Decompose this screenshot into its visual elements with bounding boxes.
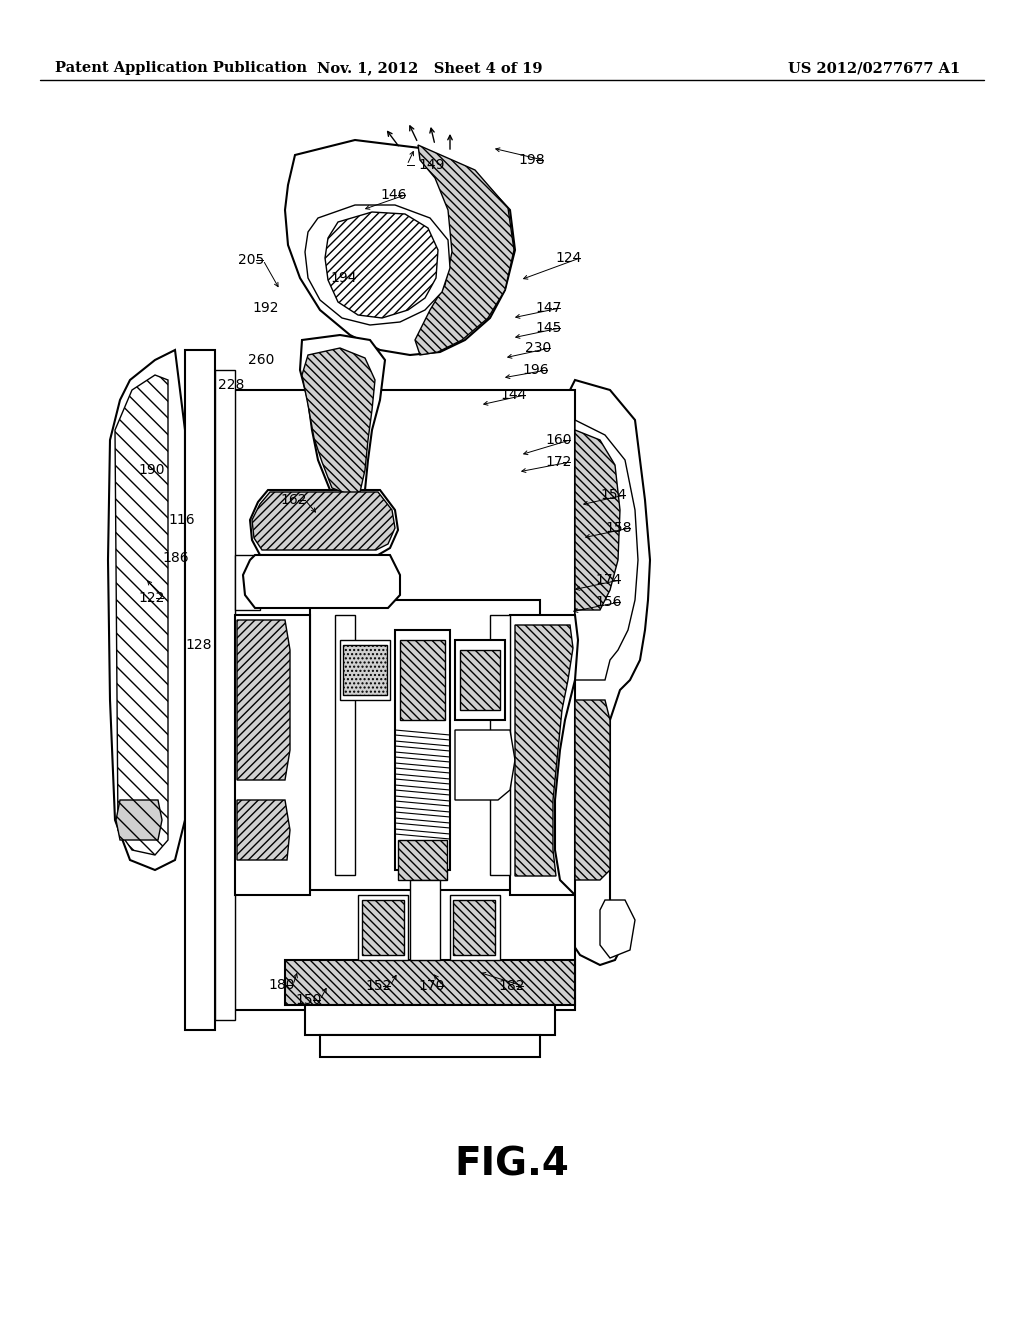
Bar [185,350,215,1030]
Text: 174: 174 [595,573,622,587]
Text: Patent Application Publication: Patent Application Publication [55,61,307,75]
Polygon shape [305,205,450,325]
Polygon shape [285,140,515,355]
Text: 156: 156 [595,595,622,609]
Text: 260: 260 [248,352,274,367]
Bar [460,649,500,710]
Text: FIG.4: FIG.4 [455,1146,569,1184]
Bar [450,895,500,960]
Text: 170: 170 [418,979,444,993]
Text: 147: 147 [535,301,561,315]
Polygon shape [252,492,395,550]
Polygon shape [575,700,610,880]
Text: US 2012/0277677 A1: US 2012/0277677 A1 [787,61,961,75]
Text: 196: 196 [522,363,549,378]
Text: 116: 116 [168,513,195,527]
Text: 154: 154 [600,488,627,502]
Polygon shape [302,348,375,494]
Text: 228: 228 [218,378,245,392]
Text: 152: 152 [365,979,391,993]
Bar [335,615,355,875]
Text: 122: 122 [138,591,165,605]
Text: 190: 190 [138,463,165,477]
Polygon shape [116,800,162,840]
Polygon shape [575,420,638,680]
Text: 230: 230 [525,341,551,355]
Bar [319,1035,540,1057]
Bar [455,640,505,719]
Text: 186: 186 [162,550,188,565]
Bar [310,601,540,890]
Text: Nov. 1, 2012   Sheet 4 of 19: Nov. 1, 2012 Sheet 4 of 19 [317,61,543,75]
Text: 180: 180 [268,978,295,993]
Bar [340,640,390,700]
Text: 182: 182 [498,979,524,993]
Bar [490,615,510,875]
Text: 194: 194 [330,271,356,285]
Polygon shape [300,335,385,500]
Bar [215,370,234,1020]
Polygon shape [515,624,573,876]
Polygon shape [415,145,514,355]
Polygon shape [575,430,620,610]
Text: 192: 192 [252,301,279,315]
Bar [285,960,575,1005]
Text: 149: 149 [419,158,445,172]
Polygon shape [115,375,168,855]
Bar [453,900,495,954]
Polygon shape [237,620,290,780]
Polygon shape [234,615,310,895]
Text: 145: 145 [535,321,561,335]
Polygon shape [243,554,400,609]
Bar [410,880,440,960]
Bar [395,630,450,870]
Bar [400,640,445,719]
Bar [234,554,260,610]
Polygon shape [570,380,650,965]
Bar [234,389,575,1010]
Polygon shape [250,490,398,554]
Polygon shape [237,800,290,861]
Text: 160: 160 [545,433,571,447]
Text: 124: 124 [555,251,582,265]
Bar [305,1005,555,1035]
Bar [362,900,404,954]
Text: 146: 146 [380,187,407,202]
Polygon shape [108,350,185,870]
Text: 172: 172 [545,455,571,469]
Text: 162: 162 [280,492,306,507]
Text: 144: 144 [500,388,526,403]
Bar [398,840,447,880]
Polygon shape [600,900,635,958]
Polygon shape [510,615,578,895]
Polygon shape [325,213,438,318]
Bar [358,895,408,960]
Text: 150: 150 [295,993,322,1007]
Text: 158: 158 [605,521,632,535]
Text: 128: 128 [185,638,212,652]
Bar [343,645,387,696]
Text: 198: 198 [518,153,545,168]
Polygon shape [455,730,515,800]
Text: 205: 205 [238,253,264,267]
